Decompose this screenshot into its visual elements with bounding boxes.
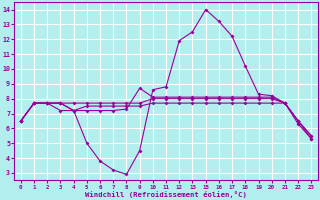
X-axis label: Windchill (Refroidissement éolien,°C): Windchill (Refroidissement éolien,°C) [85, 191, 247, 198]
